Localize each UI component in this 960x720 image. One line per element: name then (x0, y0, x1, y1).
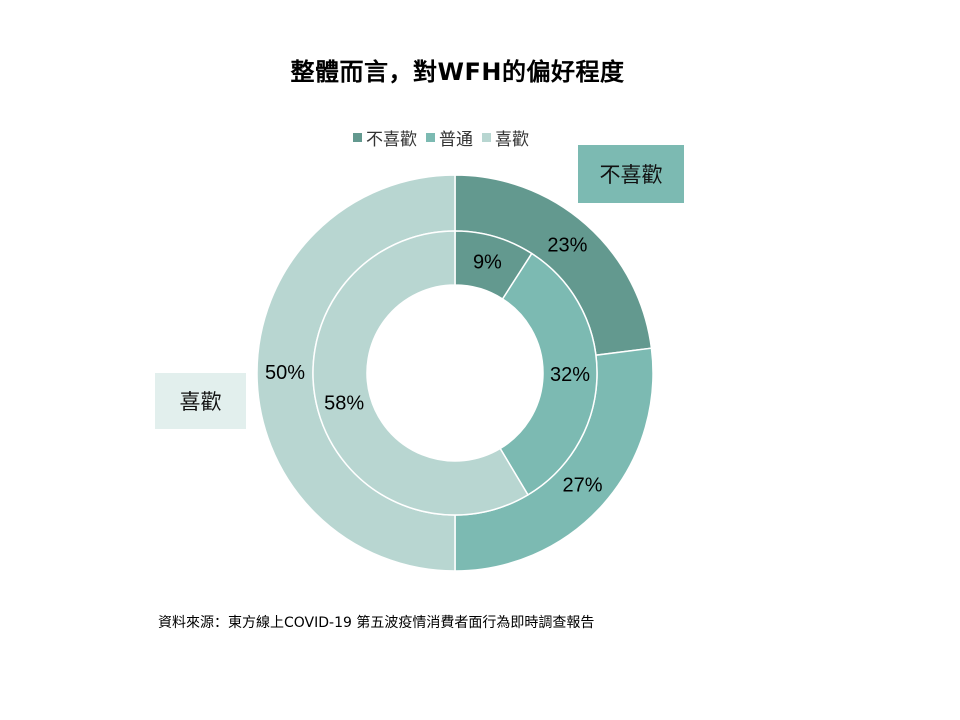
inner-ring-label-dislike: 9% (473, 252, 502, 274)
legend-swatch-neutral (426, 133, 435, 142)
inner-ring-label-neutral: 32% (550, 364, 590, 386)
chart-title: 整體而言，對WFH的偏好程度 (290, 58, 625, 86)
legend-item-neutral: 普通 (426, 125, 473, 150)
legend-label-like: 喜歡 (495, 130, 529, 150)
callout-dislike: 不喜歡 (578, 145, 684, 203)
outer-ring-label-neutral: 27% (563, 474, 603, 496)
legend-swatch-like (482, 133, 491, 142)
inner-ring-slice-neutral (499, 252, 598, 496)
source-note: 資料來源：東方線上COVID-19 第五波疫情消費者面行為即時調查報告 (158, 615, 595, 631)
outer-ring-label-like: 50% (265, 362, 305, 384)
legend-label-neutral: 普通 (439, 130, 473, 150)
inner-ring-slice-like (312, 230, 529, 516)
inner-ring-label-like: 58% (324, 393, 364, 415)
legend-item-like: 喜歡 (482, 125, 529, 150)
legend-item-dislike: 不喜歡 (353, 125, 417, 150)
outer-ring-label-dislike: 23% (547, 234, 587, 256)
legend: 不喜歡 普通 喜歡 (353, 125, 538, 150)
legend-label-dislike: 不喜歡 (366, 130, 417, 150)
legend-swatch-dislike (353, 133, 362, 142)
callout-like: 喜歡 (155, 373, 246, 429)
